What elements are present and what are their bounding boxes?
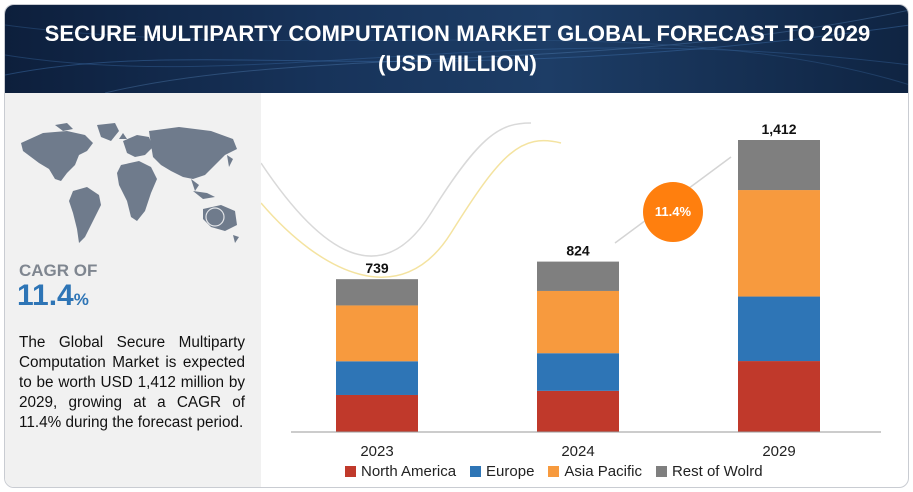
- legend-item-rest-of-wolrd: Rest of Wolrd: [655, 462, 763, 480]
- bar-segment-rest-of-wolrd-2024: [537, 261, 619, 291]
- legend-swatch: [548, 465, 560, 477]
- x-tick-label-2023: 2023: [360, 443, 393, 460]
- legend-item-north-america: North America: [345, 463, 456, 480]
- total-label-2024: 824: [566, 243, 590, 259]
- legend-item-asia-pacific: Asia Pacific: [548, 463, 642, 480]
- bar-segment-europe-2024: [537, 353, 619, 391]
- decorative-swoosh-yellow: [260, 139, 562, 278]
- market-description: The Global Secure Multiparty Computation…: [19, 334, 245, 431]
- legend-swatch: [655, 465, 667, 477]
- chart-area: 739 2023 824 2024 1,412 2029 11.4%: [260, 93, 908, 487]
- bar-segment-europe-2023: [336, 361, 418, 395]
- decorative-swoosh-grey: [260, 122, 532, 257]
- cagr-bubble: [643, 182, 703, 242]
- bar-segment-asia-pacific-2024: [537, 290, 619, 354]
- stacked-bar-chart: 739 2023 824 2024 1,412 2029 11.4%: [260, 121, 881, 460]
- total-label-2023: 739: [365, 260, 389, 276]
- cagr-value: 11.4%: [17, 279, 89, 313]
- bar-segment-asia-pacific-2023: [336, 305, 418, 362]
- legend-label: Rest of Wolrd: [671, 462, 763, 480]
- cagr-number: 11.4: [17, 279, 74, 312]
- chart-title: SECURE MULTIPARTY COMPUTATION MARKET GLO…: [5, 19, 908, 79]
- legend-swatch: [345, 465, 356, 477]
- cagr-unit: %: [73, 290, 89, 309]
- cagr-label: CAGR OF: [19, 261, 98, 280]
- title-line-1: SECURE MULTIPARTY COMPUTATION MARKET GLO…: [44, 21, 871, 46]
- bar-segment-north-america-2029: [738, 361, 820, 432]
- bar-segment-europe-2029: [738, 296, 820, 362]
- header-banner: SECURE MULTIPARTY COMPUTATION MARKET GLO…: [5, 5, 908, 93]
- total-label-2029: 1,412: [761, 121, 796, 137]
- x-tick-label-2029: 2029: [762, 443, 795, 460]
- infographic-frame: SECURE MULTIPARTY COMPUTATION MARKET GLO…: [4, 4, 909, 488]
- bar-segment-rest-of-wolrd-2029: [738, 140, 820, 191]
- bar-segment-rest-of-wolrd-2023: [336, 279, 418, 306]
- legend-swatch: [470, 465, 482, 477]
- title-line-2: (USD MILLION): [378, 51, 537, 76]
- world-map-icon: [15, 121, 243, 266]
- legend-label: North America: [361, 462, 457, 480]
- cagr-bubble-label: 11.4%: [655, 204, 692, 219]
- bar-segment-asia-pacific-2029: [738, 190, 820, 297]
- legend-label: Europe: [486, 462, 535, 480]
- bar-segment-north-america-2024: [537, 390, 619, 432]
- header-decoration: [5, 9, 908, 93]
- legend-label: Asia Pacific: [564, 462, 642, 480]
- x-tick-label-2024: 2024: [561, 443, 594, 460]
- bar-segment-north-america-2023: [336, 394, 418, 432]
- summary-panel: CAGR OF 11.4% The Global Secure Multipar…: [5, 93, 261, 487]
- chart-legend: North America Europe Asia Pacific Rest of W…: [345, 461, 825, 481]
- legend-item-europe: Europe: [470, 463, 534, 480]
